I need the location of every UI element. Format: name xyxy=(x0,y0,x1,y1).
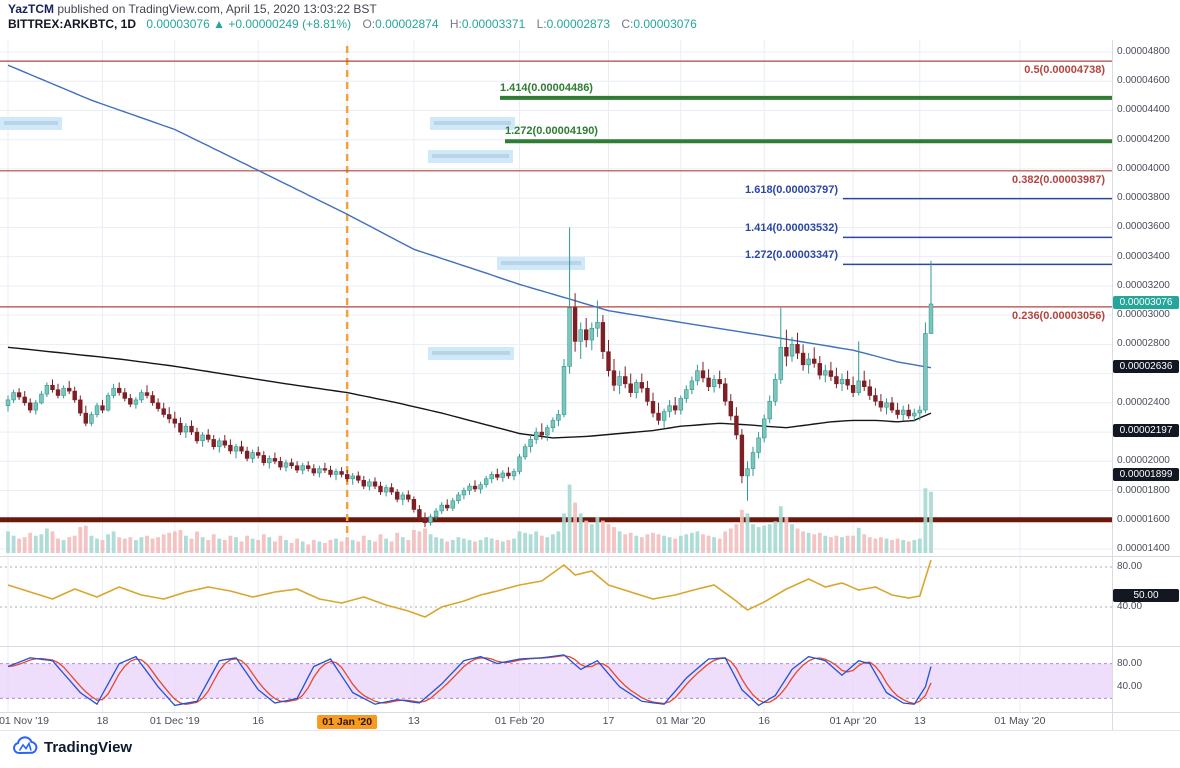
rsi-pane[interactable] xyxy=(0,556,1112,646)
time-axis[interactable] xyxy=(0,712,1112,730)
close-value: 0.00003076 xyxy=(633,17,697,31)
footer-bar: TradingView xyxy=(0,731,1180,768)
high-label: H: xyxy=(449,17,462,31)
tradingview-logo[interactable]: TradingView xyxy=(12,736,132,758)
main-price-pane[interactable] xyxy=(0,40,1112,556)
last-price: 0.00003076 xyxy=(146,17,210,31)
publish-info: YazTCM published on TradingView.com, Apr… xyxy=(8,2,377,16)
low-value: 0.00002873 xyxy=(546,17,611,31)
pane-separator[interactable] xyxy=(0,556,1180,557)
open-value: 0.00002874 xyxy=(375,17,439,31)
stoch-pane[interactable] xyxy=(0,646,1112,712)
price-axis[interactable] xyxy=(1113,40,1180,712)
low-label: L: xyxy=(536,17,547,31)
pane-separator[interactable] xyxy=(0,646,1180,647)
time-axis-separator xyxy=(0,712,1180,713)
publish-text: published on TradingView.com, April 15, … xyxy=(54,2,377,16)
symbol-name: BITTREX:ARKBTC, 1D xyxy=(8,17,136,31)
publisher-name: YazTCM xyxy=(8,2,55,16)
footer-separator xyxy=(0,730,1180,731)
change-arrow-icon: ▲ xyxy=(213,17,225,31)
price-change: +0.00000249 (+8.81%) xyxy=(228,17,352,31)
symbol-info-bar: BITTREX:ARKBTC, 1D 0.00003076 ▲ +0.00000… xyxy=(8,17,697,31)
high-value: 0.00003371 xyxy=(461,17,526,31)
open-label: O: xyxy=(362,17,376,31)
close-label: C: xyxy=(621,17,634,31)
price-axis-border xyxy=(1112,40,1113,730)
tradingview-logo-icon xyxy=(13,736,38,755)
tradingview-logo-text: TradingView xyxy=(44,738,133,756)
